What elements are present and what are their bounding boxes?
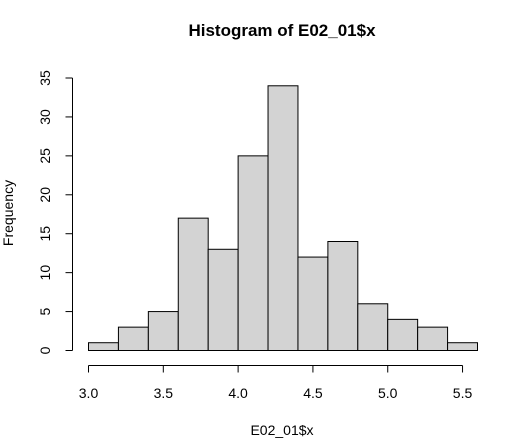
histogram-bar — [297, 256, 329, 352]
x-tick-label: 3.0 — [79, 385, 99, 401]
histogram-bar — [117, 326, 149, 351]
x-axis: 3.0 3.5 4.0 4.5 5.0 5.5 — [79, 365, 473, 401]
histogram-bar — [447, 342, 479, 352]
histogram-bar — [417, 326, 449, 351]
y-tick-label: 0 — [37, 346, 53, 354]
y-tick-label: 25 — [37, 148, 53, 164]
y-tick-label: 5 — [37, 307, 53, 315]
y-tick-label: 20 — [37, 187, 53, 203]
histogram-bar — [88, 342, 119, 352]
histogram-bar — [177, 217, 209, 351]
chart-title: Histogram of E02_01$x — [188, 21, 376, 40]
x-tick-label: 4.5 — [303, 385, 323, 401]
y-tick-label: 10 — [37, 265, 53, 281]
y-tick-label: 15 — [37, 226, 53, 242]
y-tick-label: 35 — [37, 70, 53, 86]
x-tick-label: 5.0 — [378, 385, 398, 401]
histogram-bar — [267, 85, 299, 352]
histogram-bar — [387, 318, 419, 352]
histogram-bar — [237, 155, 269, 351]
bars-group — [88, 85, 479, 352]
y-tick-label: 30 — [37, 109, 53, 125]
x-tick-label: 3.5 — [154, 385, 174, 401]
histogram-bar — [207, 248, 239, 352]
y-axis: 0 5 10 15 20 25 30 35 — [37, 70, 73, 354]
histogram-bar — [327, 241, 359, 351]
x-axis-label: E02_01$x — [250, 422, 313, 438]
y-axis-label: Frequency — [0, 180, 16, 246]
x-tick-label: 4.0 — [228, 385, 248, 401]
x-tick-label: 5.5 — [453, 385, 473, 401]
histogram-bar — [147, 311, 179, 352]
histogram-bar — [357, 303, 389, 351]
